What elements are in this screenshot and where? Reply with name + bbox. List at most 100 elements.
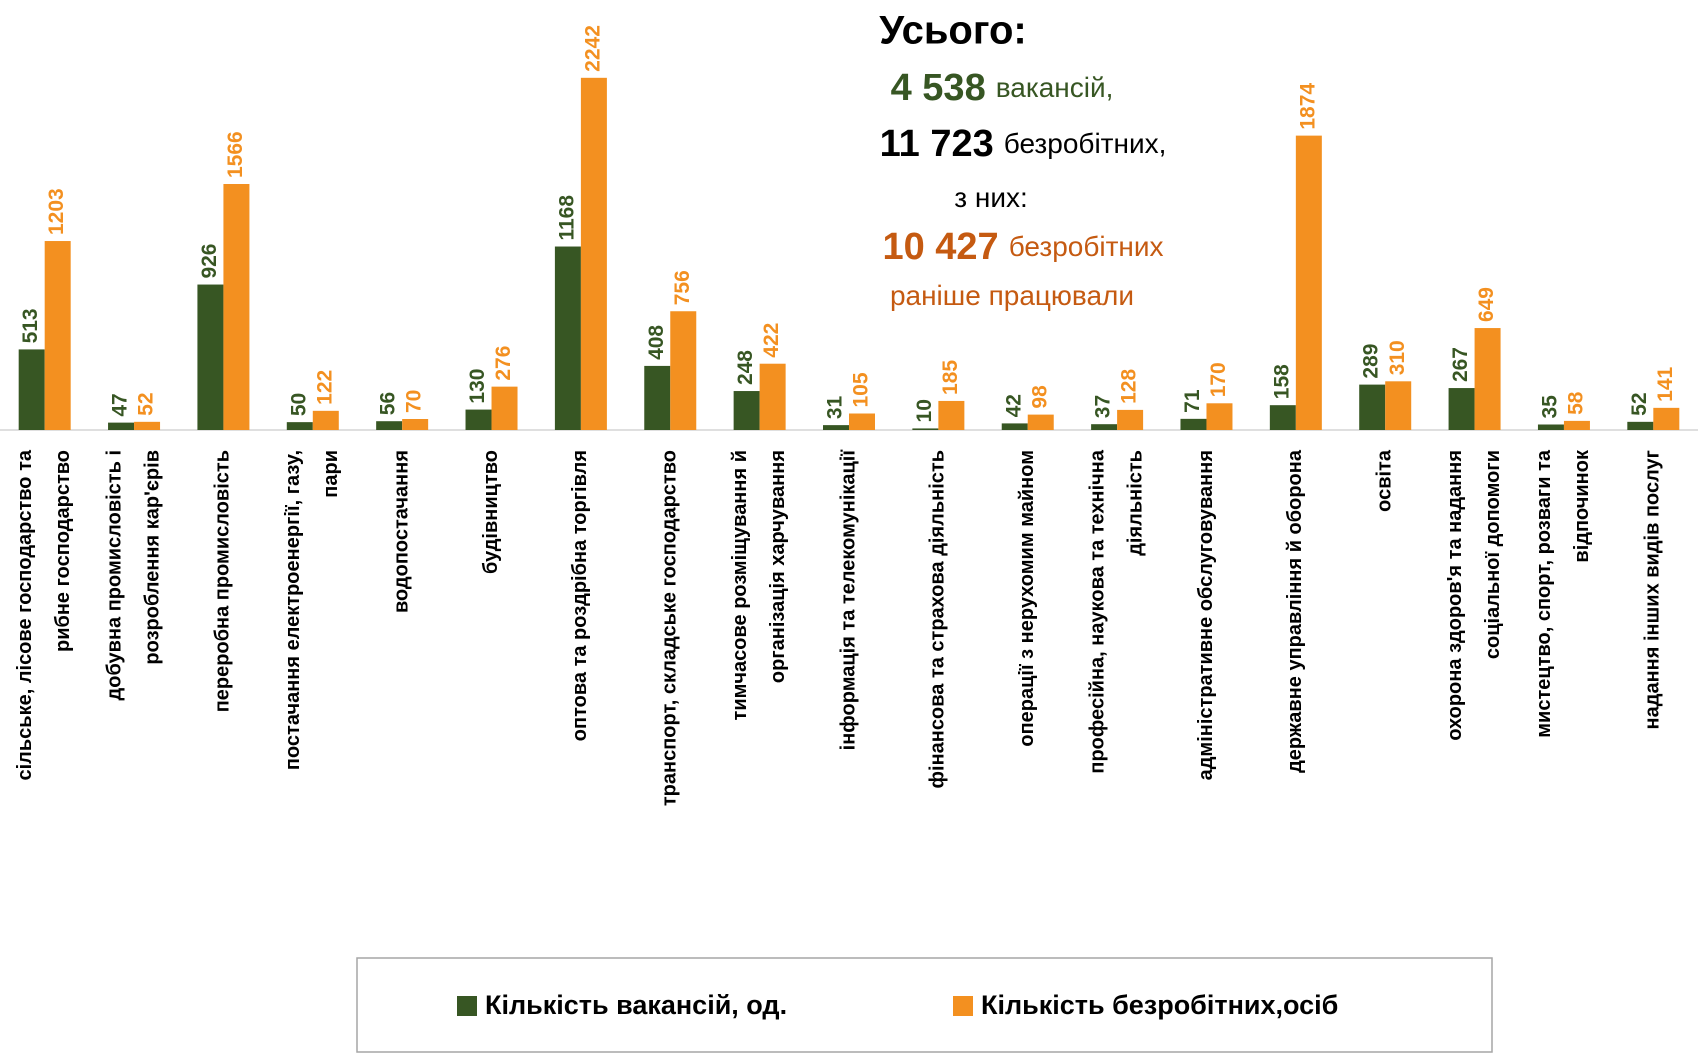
x-tick-label: добувна промисловість і [103,450,125,700]
data-label: 50 [287,393,310,416]
annotation-part: раніше працювали [890,280,1134,311]
annotation-part: 11 723 [880,123,994,165]
bar [1001,423,1028,430]
bar [849,413,875,430]
chart-title: Усього: [879,9,1027,53]
data-label: 98 [1028,385,1051,409]
x-tick-label: мистецтво, спорт, розваги та [1533,449,1555,738]
x-tick-label: діяльність [1124,450,1146,556]
x-tick-label: переробна промисловість [212,450,234,712]
data-label: 47 [109,393,132,416]
data-label: 58 [1564,391,1587,415]
legend-label: Кількість вакансій, од. [485,990,787,1020]
bar [1295,135,1322,430]
annotation: 10 427 безробітних [882,226,1163,268]
annotation: з них: [954,182,1028,213]
data-label: 42 [1002,394,1025,417]
annotation-part: 10 427 [882,226,998,268]
data-label: 56 [377,392,400,415]
bar [1385,381,1412,430]
bar [1653,407,1680,430]
data-label: 926 [198,243,221,278]
x-tick-label: адміністративне обслуговування [1195,450,1217,780]
annotation: 4 538 вакансій, [891,67,1114,109]
data-label: 267 [1449,347,1472,382]
bar [312,410,339,430]
data-label: 756 [671,270,694,305]
data-label: 35 [1538,395,1561,419]
data-label: 276 [492,346,515,381]
x-tick-label: розроблення кар'єрів [141,450,163,665]
annotation-part: безробітних, [1004,128,1167,159]
annotation-part: з них: [954,182,1028,213]
bar [1091,424,1118,430]
data-label: 52 [1628,392,1651,415]
data-label: 289 [1360,344,1383,379]
annotation: 11 723 безробітних, [880,123,1167,165]
bar [1563,420,1590,430]
x-tick-label: інформація та телекомунікації [837,450,859,751]
bar [197,284,224,430]
bar [134,421,161,430]
bar [491,386,518,430]
legend-swatch [953,996,973,1016]
data-label: 170 [1207,362,1230,397]
bar [402,419,429,430]
annotation-part: вакансій, [996,72,1114,103]
data-label: 1566 [224,131,247,178]
legend-swatch [457,996,477,1016]
bar [108,422,135,430]
data-label: 71 [1181,389,1204,413]
x-tick-label: будівництво [480,450,502,574]
bar [376,421,403,430]
x-tick-label: оптова та роздрібна торгівля [569,450,591,741]
bar [644,365,671,430]
bar [44,241,71,430]
data-label: 128 [1118,369,1141,404]
bar [1180,418,1207,430]
data-label: 1168 [555,195,578,241]
data-label: 1874 [1296,83,1319,130]
legend-label: Кількість безробітних,осіб [981,990,1338,1020]
x-tick-label: постачання електроенергії, газу, [282,450,304,770]
data-label: 2242 [581,25,604,72]
bar [18,349,45,430]
x-tick-label: відпочинок [1571,449,1593,563]
annotation-part: 4 538 [891,67,986,109]
data-label: 52 [135,392,158,415]
data-label: 185 [939,360,962,395]
annotation: раніше працювали [890,280,1134,311]
x-tick-label: рибне господарство [52,450,74,652]
bar [1206,403,1233,430]
bar [223,184,250,430]
bar [554,246,581,430]
data-label: 70 [403,390,426,413]
bar [1474,328,1501,430]
data-label: 1203 [45,188,68,235]
bar [1117,409,1144,430]
x-tick-label: транспорт, складське господарство [659,450,681,806]
bar [465,409,492,430]
bar [1027,414,1054,430]
x-tick-label: тимчасове розміщування й [729,450,751,720]
data-label: 422 [760,323,783,358]
data-label: 130 [466,369,489,404]
x-tick-label: надання інших видів послуг [1642,450,1664,729]
bar [1359,384,1386,430]
bar [670,311,697,430]
data-label: 248 [734,350,757,385]
x-tick-label: професійна, наукова та технічна [1086,449,1108,773]
data-label: 158 [1270,364,1293,399]
data-label: 37 [1092,395,1115,418]
bar [1448,388,1475,430]
legend-box [356,957,1493,1053]
bar [580,77,607,431]
data-label: 122 [313,370,336,405]
x-tick-label: фінансова та страхова діяльність [927,450,949,788]
bar [1537,424,1564,430]
x-tick-label: водопостачання [390,450,412,613]
x-tick-label: охорона здоров'я та надання [1444,450,1466,741]
data-label: 141 [1654,366,1677,401]
